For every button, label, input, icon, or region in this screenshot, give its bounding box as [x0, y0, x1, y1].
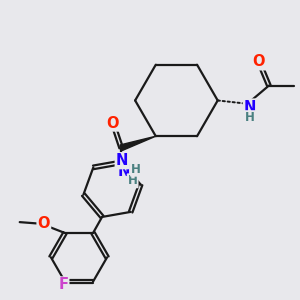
Text: H: H: [128, 174, 138, 187]
Text: O: O: [253, 54, 265, 69]
Text: F: F: [58, 278, 68, 292]
Text: N: N: [118, 164, 130, 179]
Text: H: H: [245, 111, 255, 124]
Text: N: N: [116, 153, 128, 168]
Text: N: N: [244, 100, 256, 115]
Text: H: H: [131, 163, 141, 176]
Text: O: O: [106, 116, 119, 130]
Text: O: O: [38, 216, 50, 231]
Polygon shape: [120, 136, 156, 151]
